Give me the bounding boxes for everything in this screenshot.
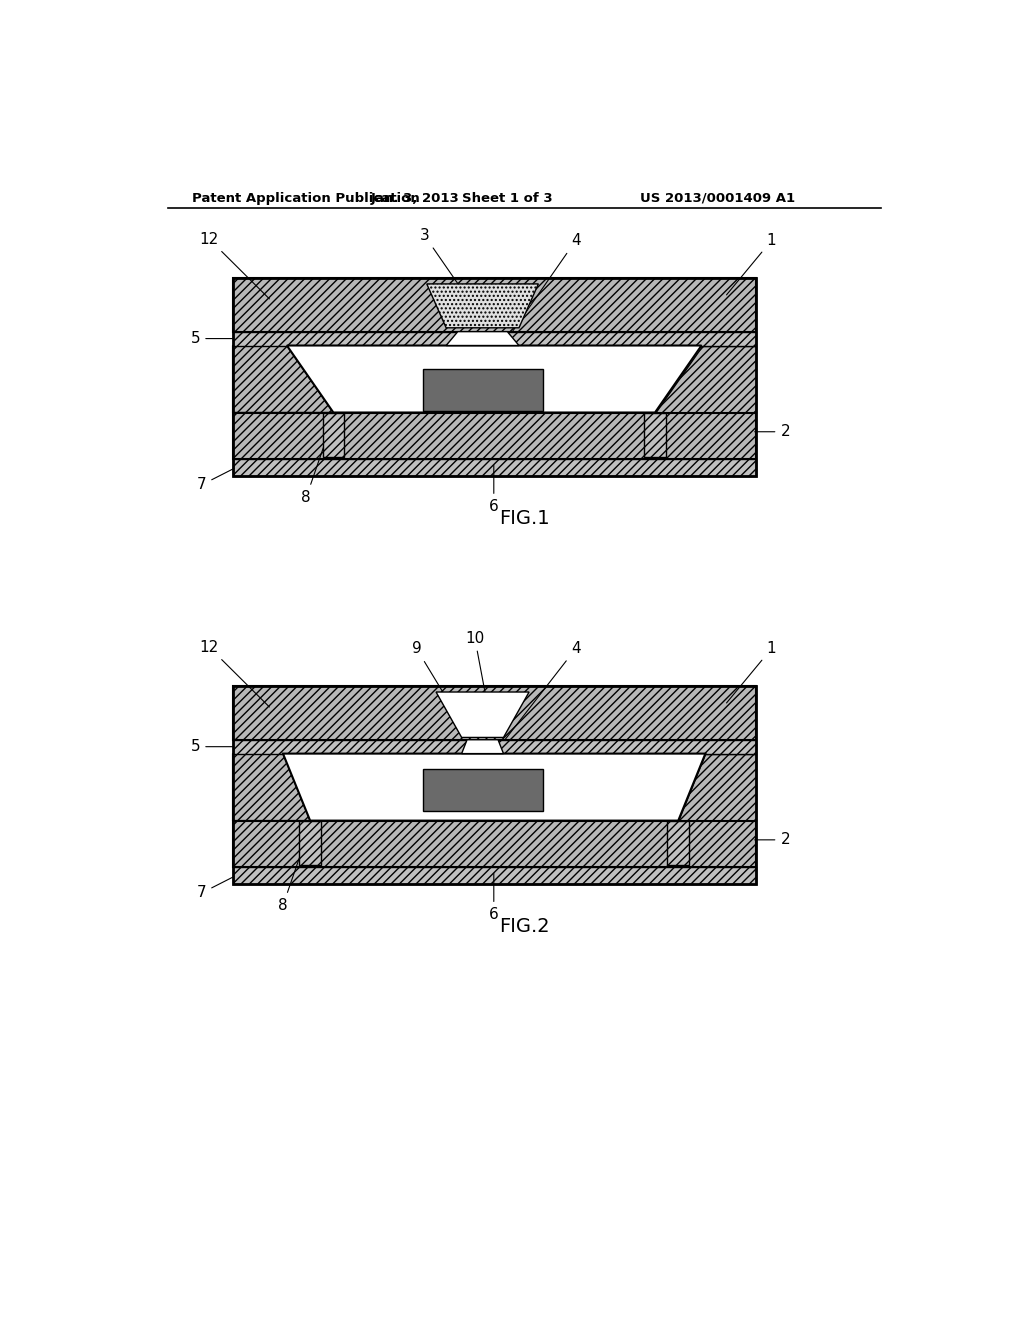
Text: 4: 4 <box>511 234 581 333</box>
Text: 12: 12 <box>200 232 269 298</box>
Text: 10: 10 <box>465 631 486 697</box>
Bar <box>323 413 344 457</box>
Text: 8: 8 <box>301 421 333 504</box>
Text: 5: 5 <box>190 331 233 346</box>
Text: 2: 2 <box>755 424 790 440</box>
Polygon shape <box>232 754 310 821</box>
Polygon shape <box>287 346 701 412</box>
Text: 1: 1 <box>726 234 776 294</box>
Polygon shape <box>427 284 539 327</box>
Bar <box>232 331 756 346</box>
Text: Sheet 1 of 3: Sheet 1 of 3 <box>463 191 553 205</box>
Bar <box>668 821 689 866</box>
Polygon shape <box>446 331 519 346</box>
Bar <box>232 412 756 459</box>
Text: FIG.1: FIG.1 <box>500 510 550 528</box>
Text: 9: 9 <box>412 642 454 710</box>
Bar <box>232 821 756 867</box>
Bar <box>232 277 756 331</box>
Polygon shape <box>283 754 706 821</box>
Text: 1: 1 <box>726 642 776 704</box>
Text: 8: 8 <box>279 829 309 913</box>
Polygon shape <box>436 692 529 738</box>
Text: Patent Application Publication: Patent Application Publication <box>191 191 419 205</box>
Text: FIG.2: FIG.2 <box>500 917 550 936</box>
Bar <box>232 739 756 754</box>
Polygon shape <box>232 346 334 412</box>
Bar <box>232 277 756 475</box>
Bar <box>423 770 543 812</box>
Bar <box>299 821 321 866</box>
Text: 3: 3 <box>420 228 466 294</box>
Polygon shape <box>462 739 504 754</box>
Text: 2: 2 <box>755 833 790 847</box>
Bar <box>232 459 756 475</box>
Text: 7: 7 <box>197 469 234 492</box>
Polygon shape <box>678 754 756 821</box>
Polygon shape <box>655 346 756 412</box>
Bar <box>232 686 756 739</box>
Text: 7: 7 <box>197 876 234 900</box>
Bar <box>644 413 666 457</box>
Text: 6: 6 <box>488 466 499 513</box>
Text: 4: 4 <box>504 642 581 742</box>
Text: US 2013/0001409 A1: US 2013/0001409 A1 <box>640 191 795 205</box>
Bar <box>423 368 543 411</box>
Bar <box>232 867 756 884</box>
Text: 12: 12 <box>200 640 269 708</box>
Text: 6: 6 <box>488 874 499 923</box>
Text: Jan. 3, 2013: Jan. 3, 2013 <box>371 191 459 205</box>
Bar <box>232 686 756 884</box>
Text: 5: 5 <box>190 739 233 754</box>
